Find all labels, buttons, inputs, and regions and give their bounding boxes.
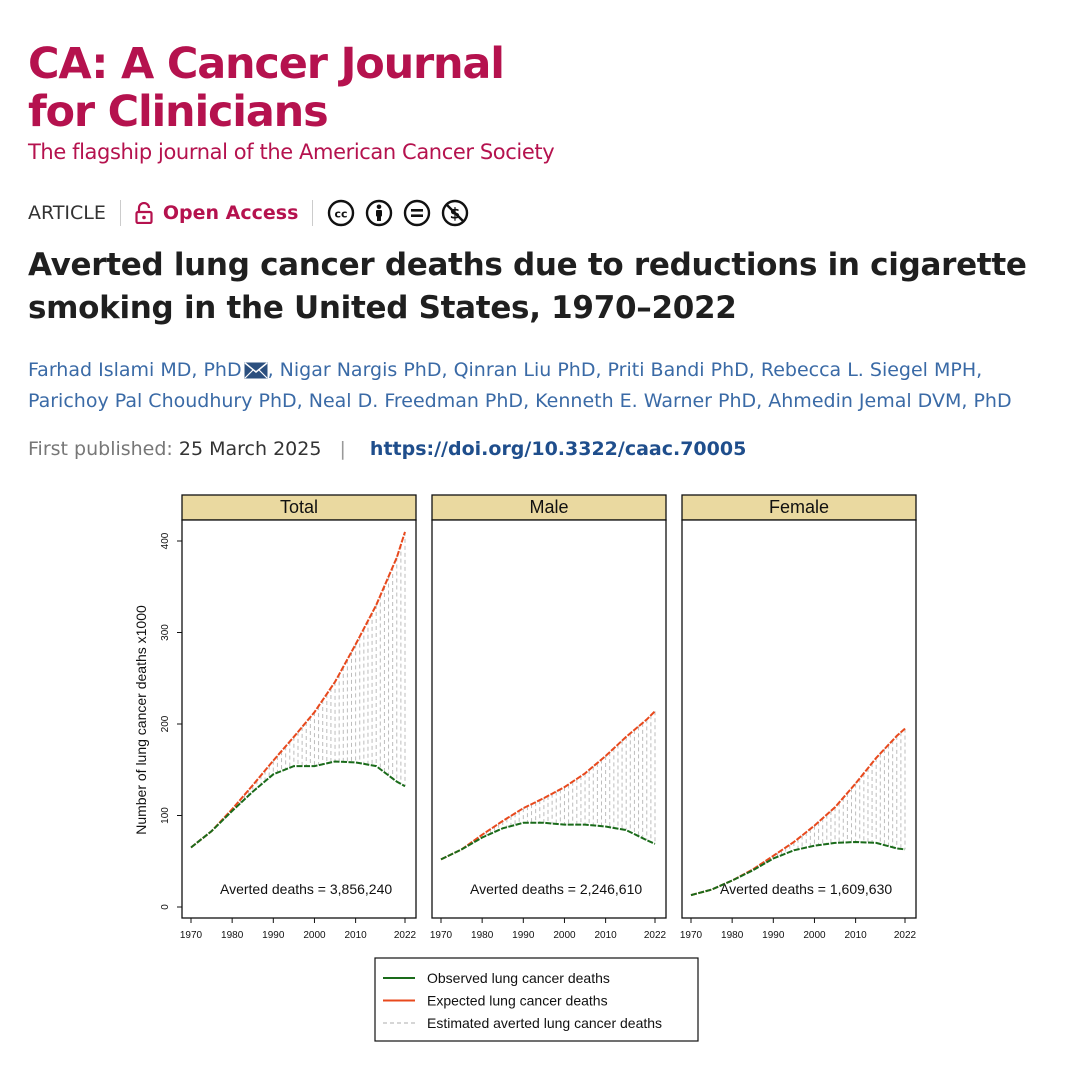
x-tick-label: 1980 bbox=[471, 930, 494, 941]
legend-box bbox=[374, 957, 699, 1042]
x-tick-label: 1970 bbox=[180, 930, 203, 941]
by-icon bbox=[366, 199, 393, 227]
divider bbox=[119, 200, 121, 226]
author-link[interactable]: Farhad Islami MD, PhD, bbox=[28, 359, 280, 381]
svg-text:cc: cc bbox=[335, 208, 348, 221]
averted-deaths-annotation: Averted deaths = 3,856,240 bbox=[220, 881, 392, 897]
license-icons[interactable]: cc $ bbox=[327, 199, 469, 227]
y-axis-label: Number of lung cancer deaths x1000 bbox=[133, 605, 149, 835]
expected-series-line bbox=[190, 531, 406, 849]
author-list: Farhad Islami MD, PhD, Nigar Nargis PhD,… bbox=[28, 355, 1068, 417]
journal-title[interactable]: CA: A Cancer Journal for Clinicians bbox=[28, 39, 505, 137]
author-name: Kenneth E. Warner PhD bbox=[535, 390, 757, 412]
x-tick-label: 1990 bbox=[262, 930, 285, 941]
observed-series-line bbox=[440, 821, 656, 861]
author-name: Ahmedin Jemal DVM, PhD bbox=[768, 390, 1012, 412]
x-tick-label: 2022 bbox=[644, 930, 667, 941]
x-tick-label: 1970 bbox=[430, 930, 453, 941]
figure: Total Averted deaths = 3,856,240 1970 1980 1… bbox=[133, 494, 917, 1042]
author-name: Neal D. Freedman PhD bbox=[308, 390, 524, 412]
author-name: Nigar Nargis PhD bbox=[279, 359, 442, 381]
x-tick-label: 2000 bbox=[303, 930, 326, 941]
journal-title-line1: CA: A Cancer Journal bbox=[28, 39, 505, 89]
legend-label: Expected lung cancer deaths bbox=[427, 993, 608, 1009]
x-tick-label: 1990 bbox=[512, 930, 535, 941]
panel-strip bbox=[681, 494, 917, 521]
x-tick-label: 2000 bbox=[803, 930, 826, 941]
x-tick-label: 2010 bbox=[844, 930, 867, 941]
averted-deaths-annotation: Averted deaths = 1,609,630 bbox=[720, 881, 892, 897]
observed-series-line bbox=[190, 760, 406, 849]
x-tick-label: 2010 bbox=[594, 930, 617, 941]
author-link[interactable]: Rebecca L. Siegel MPH, bbox=[760, 359, 983, 381]
author-name: Rebecca L. Siegel MPH bbox=[760, 359, 977, 381]
legend-label: Estimated averted lung cancer deaths bbox=[427, 1015, 662, 1031]
journal-title-line2: for Clinicians bbox=[28, 87, 329, 137]
y-tick-label: 200 bbox=[160, 715, 171, 732]
panel-title: Female bbox=[769, 497, 829, 517]
x-tick-label: 1990 bbox=[762, 930, 785, 941]
article-title: Averted lung cancer deaths due to reduct… bbox=[28, 247, 1027, 326]
lock-open-icon bbox=[135, 202, 153, 224]
nd-icon bbox=[404, 199, 431, 227]
article-meta-bar: ARTICLE Open Access cc $ bbox=[28, 198, 469, 228]
open-access-badge[interactable]: Open Access bbox=[135, 202, 299, 224]
author-link[interactable]: Ahmedin Jemal DVM, PhD bbox=[768, 390, 1011, 412]
panel-frame bbox=[431, 519, 667, 919]
x-tick-label: 1980 bbox=[721, 930, 744, 941]
averted-deaths-annotation: Averted deaths = 2,246,610 bbox=[470, 881, 642, 897]
article-type: ARTICLE bbox=[28, 202, 106, 224]
author-name: Priti Bandi PhD bbox=[607, 359, 749, 381]
published-date: 25 March 2025 bbox=[178, 438, 322, 460]
panel-title: Total bbox=[280, 497, 318, 517]
x-tick-label: 1980 bbox=[221, 930, 244, 941]
legend-label: Observed lung cancer deaths bbox=[427, 970, 610, 986]
x-tick-label: 1970 bbox=[680, 930, 703, 941]
panel-strip bbox=[431, 494, 667, 521]
y-tick-label: 400 bbox=[160, 532, 171, 549]
author-name: Parichoy Pal Choudhury PhD bbox=[28, 390, 297, 412]
author-link[interactable]: Qinran Liu PhD, bbox=[453, 359, 608, 381]
author-name: Farhad Islami MD, PhD bbox=[28, 359, 242, 381]
doi-link[interactable]: https://doi.org/10.3322/caac.70005 bbox=[369, 438, 747, 460]
author-link[interactable]: Kenneth E. Warner PhD, bbox=[535, 390, 769, 412]
panel-frame bbox=[181, 519, 417, 919]
journal-tagline: The flagship journal of the American Can… bbox=[28, 140, 555, 164]
panel-frame bbox=[681, 519, 917, 919]
nc-icon: $ bbox=[442, 199, 469, 227]
expected-series-line bbox=[440, 710, 656, 861]
author-link[interactable]: Priti Bandi PhD, bbox=[607, 359, 761, 381]
cc-icon: cc bbox=[328, 199, 355, 227]
observed-series-line bbox=[690, 840, 906, 897]
x-tick-label: 2010 bbox=[344, 930, 367, 941]
publication-line: First published: 25 March 2025 | https:/… bbox=[28, 438, 746, 460]
divider: | bbox=[339, 438, 346, 460]
author-name: Qinran Liu PhD bbox=[453, 359, 596, 381]
x-tick-label: 2000 bbox=[553, 930, 576, 941]
mail-icon[interactable] bbox=[244, 362, 268, 379]
open-access-label: Open Access bbox=[162, 202, 299, 224]
author-link[interactable]: Parichoy Pal Choudhury PhD, bbox=[28, 390, 309, 412]
x-tick-label: 2022 bbox=[394, 930, 417, 941]
y-tick-label: 300 bbox=[160, 624, 171, 641]
author-link[interactable]: Nigar Nargis PhD, bbox=[279, 359, 454, 381]
author-link[interactable]: Neal D. Freedman PhD, bbox=[308, 390, 536, 412]
divider bbox=[312, 200, 314, 226]
panel-title: Male bbox=[529, 497, 568, 517]
y-tick-label: 0 bbox=[160, 904, 171, 910]
published-label: First published: bbox=[28, 438, 173, 460]
y-tick-label: 100 bbox=[160, 807, 171, 824]
x-tick-label: 2022 bbox=[894, 930, 917, 941]
